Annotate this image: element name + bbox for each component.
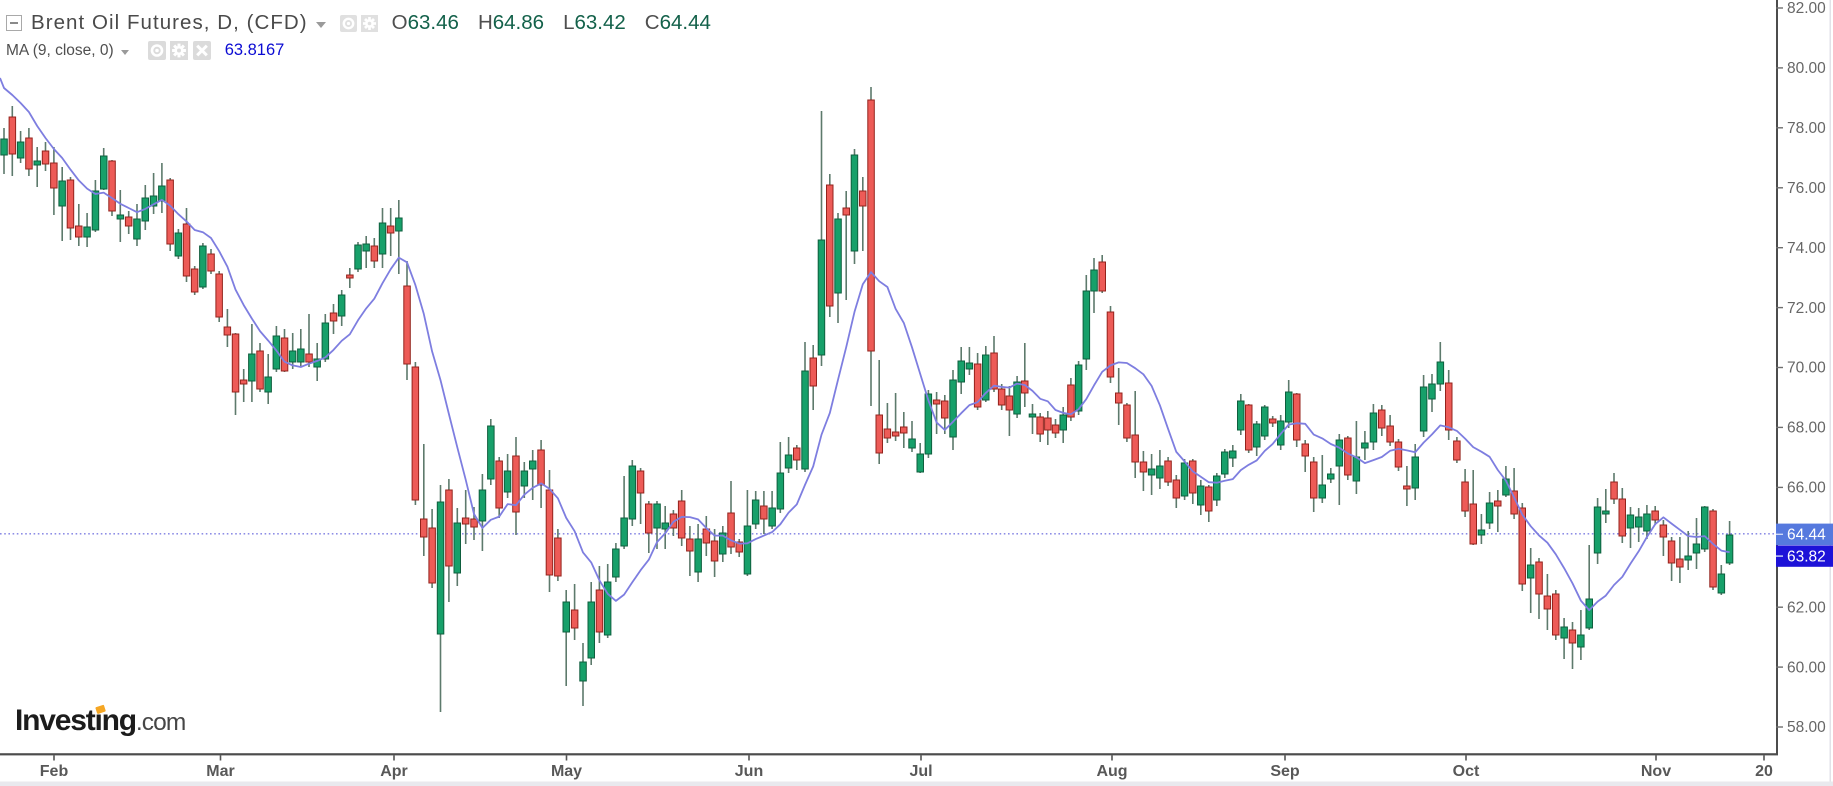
svg-text:Oct: Oct: [1453, 763, 1480, 780]
svg-text:Apr: Apr: [380, 763, 408, 780]
svg-text:78.00: 78.00: [1787, 120, 1826, 137]
svg-text:Sep: Sep: [1270, 763, 1300, 780]
svg-text:66.00: 66.00: [1787, 480, 1826, 497]
svg-text:64.44: 64.44: [1787, 527, 1826, 544]
svg-text:20: 20: [1755, 763, 1773, 780]
svg-text:Jul: Jul: [909, 763, 932, 780]
svg-text:76.00: 76.00: [1787, 180, 1826, 197]
svg-text:80.00: 80.00: [1787, 60, 1826, 77]
svg-text:58.00: 58.00: [1787, 719, 1826, 736]
svg-text:May: May: [551, 763, 582, 780]
svg-text:63.82: 63.82: [1787, 548, 1826, 565]
svg-text:68.00: 68.00: [1787, 420, 1826, 437]
svg-text:74.00: 74.00: [1787, 240, 1826, 257]
svg-text:Mar: Mar: [206, 763, 234, 780]
svg-text:Jun: Jun: [735, 763, 763, 780]
svg-text:60.00: 60.00: [1787, 659, 1826, 676]
svg-text:72.00: 72.00: [1787, 300, 1826, 317]
svg-text:Feb: Feb: [40, 763, 69, 780]
svg-text:82.00: 82.00: [1787, 0, 1826, 17]
svg-text:62.00: 62.00: [1787, 599, 1826, 616]
svg-text:70.00: 70.00: [1787, 360, 1826, 377]
svg-text:Aug: Aug: [1096, 763, 1127, 780]
svg-text:Nov: Nov: [1641, 763, 1671, 780]
